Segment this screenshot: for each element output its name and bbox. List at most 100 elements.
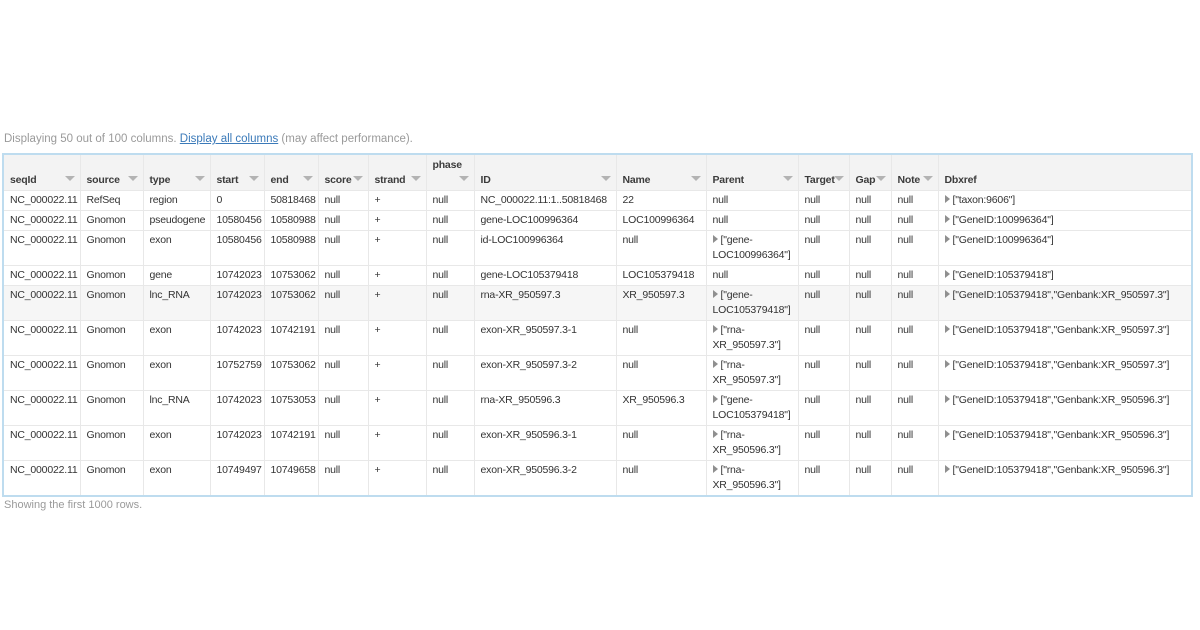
column-label-seqid: seqId: [10, 173, 37, 186]
expand-icon[interactable]: [944, 429, 950, 438]
column-header-type[interactable]: type: [142, 153, 211, 191]
cell-id: gene-LOC105379418: [473, 264, 617, 286]
cell-name: LOC105379418: [615, 264, 707, 286]
column-header-dbxref[interactable]: Dbxref: [937, 153, 1193, 191]
cell-strand: +: [367, 229, 427, 266]
cell-start: 10752759: [209, 354, 265, 391]
expand-icon[interactable]: [712, 464, 718, 473]
cell-id: exon-XR_950597.3-2: [473, 354, 617, 391]
sort-arrow-icon[interactable]: [127, 175, 138, 181]
expand-icon[interactable]: [944, 214, 950, 223]
cell-name: XR_950597.3: [615, 284, 707, 321]
expand-icon[interactable]: [944, 359, 950, 368]
column-header-source[interactable]: source: [79, 153, 144, 191]
column-header-score[interactable]: score: [317, 153, 369, 191]
expand-icon[interactable]: [712, 234, 718, 243]
column-header-phase[interactable]: phase: [425, 153, 475, 191]
cell-source: Gnomon: [79, 229, 144, 266]
expand-icon[interactable]: [712, 289, 718, 298]
cell-gap: null: [848, 319, 892, 356]
sort-arrow-icon[interactable]: [64, 175, 75, 181]
cell-end: 10753062: [263, 354, 319, 391]
expand-icon[interactable]: [944, 194, 950, 203]
cell-target: null: [797, 354, 850, 391]
expand-icon[interactable]: [944, 464, 950, 473]
cell-gap: null: [848, 389, 892, 426]
cell-note: null: [890, 209, 939, 231]
column-label-phase: phase: [432, 159, 463, 171]
cell-gap: null: [848, 284, 892, 321]
column-header-end[interactable]: end: [263, 153, 319, 191]
sort-arrow-icon[interactable]: [194, 175, 205, 181]
column-label-score: score: [324, 173, 352, 186]
sort-arrow-icon[interactable]: [690, 175, 701, 181]
sort-arrow-icon[interactable]: [922, 175, 933, 181]
sort-arrow-icon[interactable]: [458, 175, 469, 181]
column-header-note[interactable]: Note: [890, 153, 939, 191]
expand-icon[interactable]: [944, 234, 950, 243]
cell-parent: ["rna-XR_950597.3"]: [705, 319, 799, 356]
cell-target: null: [797, 284, 850, 321]
column-header-strand[interactable]: strand: [367, 153, 427, 191]
column-header-id[interactable]: ID: [473, 153, 617, 191]
cell-end: 10742191: [263, 319, 319, 356]
cell-phase: null: [425, 354, 475, 391]
expand-icon[interactable]: [712, 324, 718, 333]
column-header-gap[interactable]: Gap: [848, 153, 892, 191]
header-row: seqId source type start end score strand phase I…: [2, 153, 1193, 191]
cell-note: null: [890, 354, 939, 391]
cell-parent: null: [705, 209, 799, 231]
sort-arrow-icon[interactable]: [248, 175, 259, 181]
cell-end: 10753062: [263, 264, 319, 286]
sort-arrow-icon[interactable]: [833, 175, 844, 181]
cell-target: null: [797, 424, 850, 461]
cell-strand: +: [367, 189, 427, 211]
column-header-start[interactable]: start: [209, 153, 265, 191]
columns-display-note: Displaying 50 out of 100 columns. Displa…: [4, 133, 1192, 145]
sort-arrow-icon[interactable]: [410, 175, 421, 181]
column-header-parent[interactable]: Parent: [705, 153, 799, 191]
cell-parent: ["rna-XR_950596.3"]: [705, 424, 799, 461]
cell-source: Gnomon: [79, 209, 144, 231]
cell-gap: null: [848, 424, 892, 461]
sort-arrow-icon[interactable]: [600, 175, 611, 181]
columns-note-suffix: (may affect performance).: [278, 133, 413, 145]
cell-seqid: NC_000022.11: [2, 389, 81, 426]
cell-id: exon-XR_950597.3-1: [473, 319, 617, 356]
sort-arrow-icon[interactable]: [782, 175, 793, 181]
cell-strand: +: [367, 264, 427, 286]
column-label-id: ID: [480, 173, 491, 186]
expand-icon[interactable]: [712, 429, 718, 438]
column-label-strand: strand: [374, 173, 406, 186]
sort-arrow-icon[interactable]: [875, 175, 886, 181]
display-all-columns-link[interactable]: Display all columns: [179, 133, 279, 145]
column-header-name[interactable]: Name: [615, 153, 707, 191]
column-header-target[interactable]: Target: [797, 153, 850, 191]
sort-arrow-icon[interactable]: [302, 175, 313, 181]
cell-source: Gnomon: [79, 389, 144, 426]
sort-arrow-icon[interactable]: [352, 175, 363, 181]
cell-value: ["rna-XR_950597.3"]: [712, 358, 781, 386]
column-header-seqid[interactable]: seqId: [2, 153, 81, 191]
expand-icon[interactable]: [712, 394, 718, 403]
column-label-source: source: [86, 173, 120, 186]
expand-icon[interactable]: [944, 269, 950, 278]
cell-name: null: [615, 229, 707, 266]
expand-icon[interactable]: [712, 359, 718, 368]
cell-score: null: [317, 459, 369, 496]
column-label-dbxref: Dbxref: [944, 173, 977, 186]
cell-source: Gnomon: [79, 264, 144, 286]
cell-start: 10742023: [209, 264, 265, 286]
cell-target: null: [797, 209, 850, 231]
expand-icon[interactable]: [944, 289, 950, 298]
column-label-type: type: [149, 173, 171, 186]
cell-dbxref: ["GeneID:105379418","Genbank:XR_950597.3…: [937, 354, 1193, 391]
cell-phase: null: [425, 459, 475, 496]
cell-target: null: [797, 229, 850, 266]
cell-parent: null: [705, 264, 799, 286]
table-row: NC_000022.11 RefSeq region 0 50818468 null + nu…: [2, 189, 1193, 211]
cell-id: exon-XR_950596.3-1: [473, 424, 617, 461]
cell-id: NC_000022.11:1..50818468: [473, 189, 617, 211]
expand-icon[interactable]: [944, 324, 950, 333]
expand-icon[interactable]: [944, 394, 950, 403]
